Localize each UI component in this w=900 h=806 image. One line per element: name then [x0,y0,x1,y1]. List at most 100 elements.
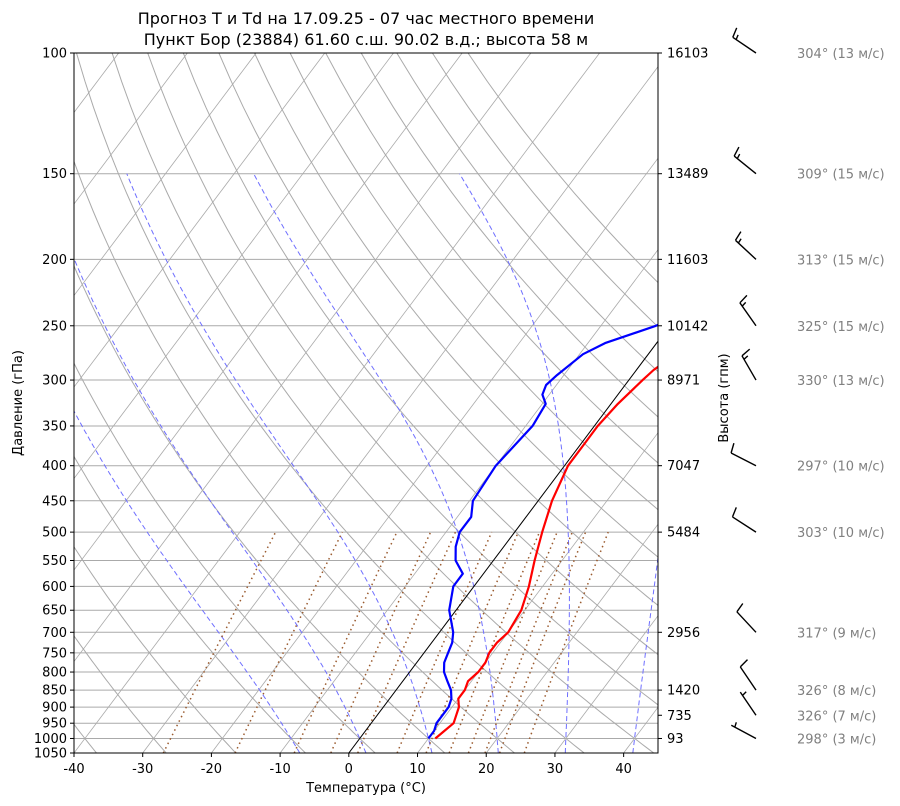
x-tick-label: -30 [132,762,153,777]
x-tick-label: 20 [478,762,495,777]
y-axis-right-label: Высота (гпм) [717,353,732,442]
height-tick-label: 93 [667,732,684,747]
dry-adiabat [182,53,658,656]
isotherm-line [554,615,658,753]
mixing-ratio-line [234,531,343,753]
y-axis-label: Давление (гПа) [11,350,26,456]
isotherm-line [485,523,658,753]
height-tick-label: 1420 [667,684,700,699]
dry-adiabat [396,53,658,373]
wind-barb [739,659,757,691]
height-tick-label: 13489 [667,167,708,182]
wind-barb [741,348,757,381]
dry-adiabat [289,53,658,511]
wind-barb [736,603,757,633]
isotherm-line [74,53,326,388]
y-tick-label: 850 [42,684,67,699]
wind-label: 298° (3 м/с) [797,732,876,747]
wind-label: 309° (15 м/с) [797,168,885,183]
height-tick-label: 7047 [667,459,700,474]
y-tick-label: 800 [42,666,67,681]
y-tick-label: 650 [42,604,67,619]
moist-adiabat [632,553,658,753]
dry-adiabat [360,53,658,418]
dry-adiabat [431,53,658,328]
isotherm-line [74,53,394,480]
isotherm-line [211,157,658,753]
chart-subtitle: Пункт Бор (23884) 61.60 с.ш. 90.02 в.д.;… [144,30,589,49]
pressure-gridlines [74,52,658,754]
dry-adiabat [467,53,658,284]
wind-label: 304° (13 м/с) [797,47,885,62]
wind-barb [739,691,757,716]
y-tick-label: 700 [42,626,67,641]
moist-adiabat [126,173,433,753]
wind-label: 303° (10 м/с) [797,526,885,541]
height-tick-label: 11603 [667,253,708,268]
y-tick-label: 950 [42,717,67,732]
wind-label: 313° (15 м/с) [797,253,885,268]
isotherm-line [74,53,532,663]
dry-adiabat [218,53,658,607]
zero-isotherm [348,340,658,753]
mixing-ratio-line [523,531,609,753]
dry-adiabat [74,264,446,753]
isotherm-line [74,53,600,753]
x-tick-label: 30 [547,762,564,777]
dry-adiabat [74,545,237,753]
dry-adiabat [111,53,655,753]
wind-label: 330° (13 м/с) [797,374,885,389]
y-tick-label: 750 [42,646,67,661]
x-tick-label: -40 [63,762,84,777]
wind-barb [733,146,757,175]
y-tick-label: 400 [42,459,67,474]
isotherm-line [74,53,257,297]
dry-adiabat [74,635,167,753]
temperature-profile [434,365,658,740]
y-tick-label: 450 [42,494,67,509]
wind-label: 326° (7 м/с) [797,709,876,724]
x-axis-label: Температура (°C) [305,781,426,796]
dry-adiabat [74,362,376,753]
y-tick-label: 150 [42,167,67,182]
height-tick-label: 735 [667,709,692,724]
wind-label: 326° (8 м/с) [797,684,876,699]
y-tick-label: 300 [42,374,67,389]
y-tick-label: 550 [42,554,67,569]
mixing-ratio-line [448,531,541,753]
mixing-ratio-line [162,531,277,753]
dry-adiabat [325,53,658,464]
y-tick-label: 500 [42,526,67,541]
isotherm-line [74,53,463,571]
wind-barbs: 298° (3 м/с) 326° (7 м/с) 326° (8 м/с) 317°… [730,27,885,747]
wind-barb [732,27,757,54]
moist-adiabat [74,257,367,753]
height-tick-label: 2956 [667,626,700,641]
y-tick-label: 200 [42,253,67,268]
wind-label: 317° (9 м/с) [797,626,876,641]
y-tick-label: 250 [42,319,67,334]
y-tick-label: 900 [42,701,67,716]
y-tick-label: 600 [42,580,67,595]
moist-adiabat [253,173,499,753]
plot-frame [73,52,659,754]
x-tick-label: 40 [615,762,632,777]
dry-adiabat [74,455,306,753]
y-tick-label: 350 [42,419,67,434]
dry-adiabat [254,53,658,558]
isotherm-line [761,53,900,753]
wind-barb [734,231,757,260]
height-tick-label: 16103 [667,47,708,62]
wind-barb [731,507,757,533]
axis-ticks: 1001502002503003504004505005506006507007… [34,47,708,778]
mixing-ratio-line [330,531,432,753]
y-tick-label: 1050 [34,747,67,762]
x-tick-label: 10 [409,762,426,777]
wind-label: 325° (15 м/с) [797,320,885,335]
dry-adiabat [147,53,658,706]
height-tick-label: 8971 [667,374,700,389]
height-tick-label: 10142 [667,319,708,334]
x-tick-label: 0 [345,762,353,777]
moist-adiabat [459,173,570,753]
